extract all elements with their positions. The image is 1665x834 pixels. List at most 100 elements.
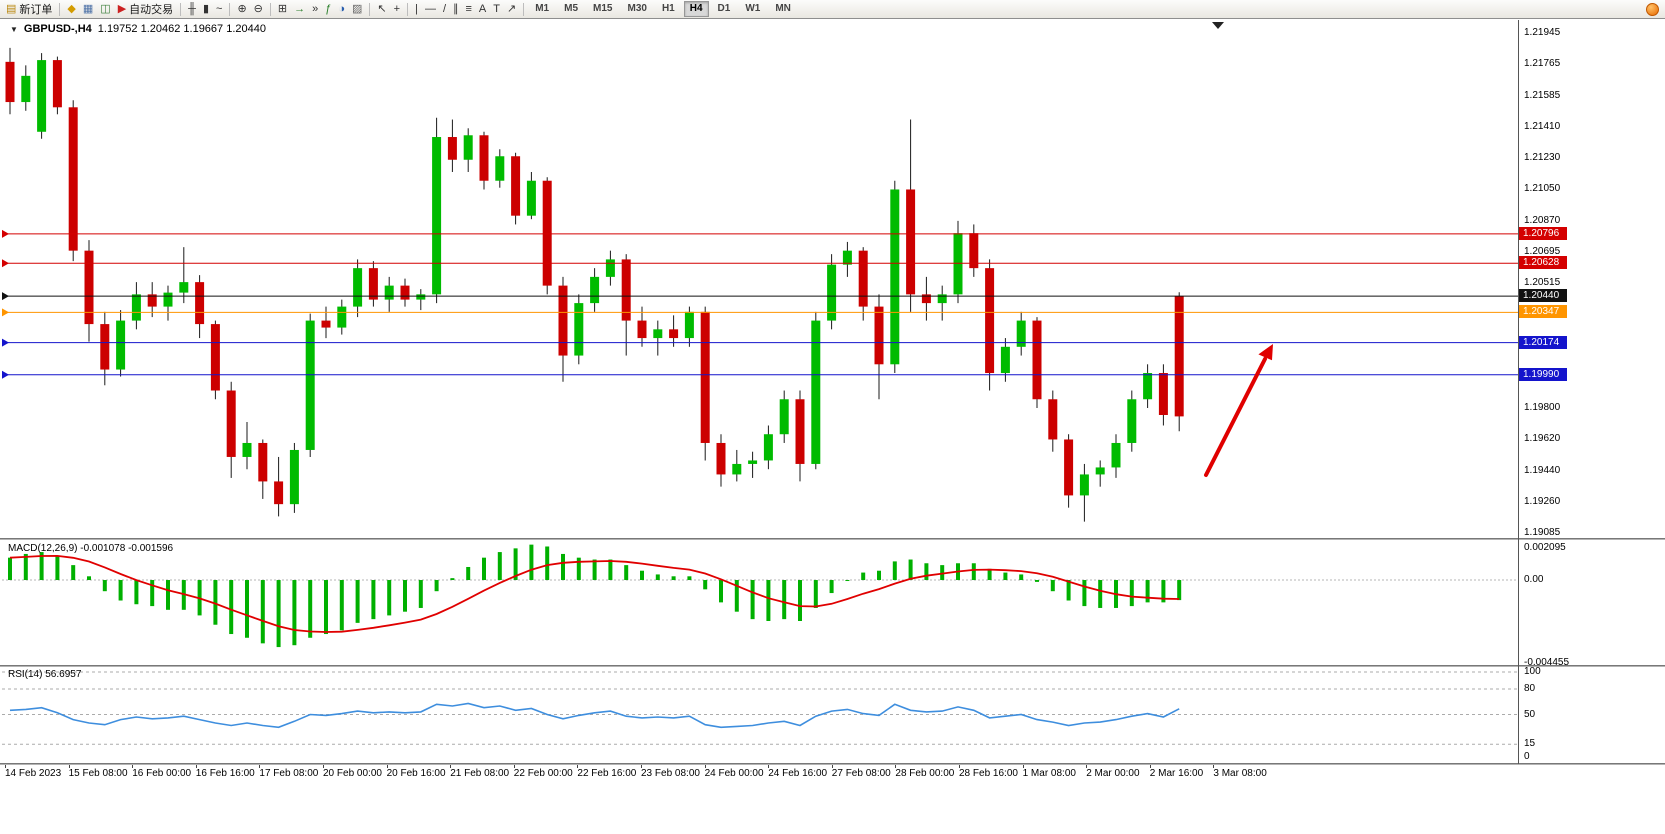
candle[interactable] <box>463 128 473 172</box>
candle[interactable] <box>21 65 31 111</box>
candle[interactable] <box>511 152 521 225</box>
candle[interactable] <box>858 247 868 321</box>
timeframe-M5[interactable]: M5 <box>564 3 579 14</box>
candle[interactable] <box>795 390 805 482</box>
text-label-button[interactable]: T <box>490 1 503 17</box>
auto-trading-button[interactable]: ▶ 自动交易 <box>115 1 176 17</box>
candle[interactable] <box>590 268 600 312</box>
periods-button[interactable]: ◑ <box>335 1 348 17</box>
timeframe-D1[interactable]: D1 <box>717 3 731 14</box>
candle[interactable] <box>732 449 742 482</box>
candle[interactable] <box>416 289 426 311</box>
timeframe-M1[interactable]: M1 <box>535 3 550 14</box>
notification-icon[interactable] <box>1646 3 1659 16</box>
candle[interactable] <box>716 434 726 487</box>
panel-separator[interactable] <box>0 538 1665 540</box>
new-order-button[interactable]: ▤ 新订单 <box>3 1 55 17</box>
chart-shift-button[interactable]: » <box>309 1 321 17</box>
candle[interactable] <box>1032 317 1042 408</box>
candle[interactable] <box>605 250 615 286</box>
macd-panel[interactable] <box>2 541 1518 663</box>
candle[interactable] <box>842 241 852 277</box>
candle[interactable] <box>495 149 505 188</box>
auto-scroll-button[interactable]: → <box>291 1 308 17</box>
candle[interactable] <box>163 285 173 321</box>
candle[interactable] <box>1127 390 1137 452</box>
panel-separator[interactable] <box>0 665 1665 667</box>
candle[interactable] <box>1064 434 1074 508</box>
timeframe-MN[interactable]: MN <box>775 3 791 14</box>
crosshair-button[interactable]: + <box>391 1 403 17</box>
arrows-button[interactable]: ↗ <box>504 1 519 17</box>
candle[interactable] <box>305 313 315 457</box>
candle[interactable] <box>637 306 647 347</box>
indicators-button[interactable]: ƒ <box>322 1 334 17</box>
main-chart-panel[interactable] <box>2 20 1518 538</box>
candle[interactable] <box>479 131 489 190</box>
trendline-button[interactable]: / <box>440 1 449 17</box>
price-axis[interactable]: 1.21945 1.21765 1.21585 1.21410 1.21230 1.210… <box>1519 0 1665 834</box>
candle[interactable] <box>700 306 710 461</box>
candle[interactable] <box>337 299 347 335</box>
candle[interactable] <box>542 177 552 295</box>
candle[interactable] <box>1111 434 1121 478</box>
candle[interactable] <box>874 294 884 400</box>
candle[interactable] <box>274 456 284 517</box>
candle[interactable] <box>1048 390 1058 452</box>
candle[interactable] <box>179 247 189 304</box>
zoom-out-button[interactable]: ⊖ <box>251 1 266 17</box>
fibonacci-button[interactable]: ≡ <box>463 1 475 17</box>
candle[interactable] <box>779 390 789 443</box>
chart-collapse-icon[interactable]: ▼ <box>10 24 18 34</box>
candle[interactable] <box>763 425 773 470</box>
data-window-button[interactable]: ◫ <box>97 1 113 17</box>
candle[interactable] <box>195 275 205 339</box>
tile-windows-button[interactable]: ⊞ <box>275 1 290 17</box>
candle[interactable] <box>289 442 299 513</box>
candle[interactable] <box>242 421 252 470</box>
candle[interactable] <box>368 261 378 307</box>
new-chart-button[interactable]: ◆ <box>64 1 78 17</box>
candle[interactable] <box>384 276 394 312</box>
candle[interactable] <box>226 381 236 478</box>
timeframe-M15[interactable]: M15 <box>593 3 613 14</box>
candle[interactable] <box>100 311 110 386</box>
candle[interactable] <box>906 119 916 312</box>
trend-arrow[interactable] <box>1204 344 1273 477</box>
candle[interactable] <box>1158 364 1168 426</box>
chart-shift-marker[interactable] <box>1212 22 1224 29</box>
candle[interactable] <box>131 282 141 330</box>
time-axis[interactable]: 14 Feb 2023 15 Feb 08:00 16 Feb 00:00 16 Fe… <box>2 765 1518 782</box>
candle[interactable] <box>447 119 457 172</box>
candle[interactable] <box>1095 460 1105 487</box>
candle[interactable] <box>37 53 47 139</box>
candle[interactable] <box>890 180 900 374</box>
candle[interactable] <box>526 171 536 220</box>
candlestick-type-button[interactable]: ▮ <box>200 1 212 17</box>
candle[interactable] <box>669 315 679 347</box>
vertical-line-button[interactable]: | <box>412 1 421 17</box>
candle[interactable] <box>969 224 979 277</box>
timeframe-W1[interactable]: W1 <box>745 3 761 14</box>
candle[interactable] <box>811 311 821 470</box>
candle[interactable] <box>5 47 15 115</box>
timeframe-H1[interactable]: H1 <box>661 3 675 14</box>
candle[interactable] <box>147 282 157 318</box>
candle[interactable] <box>84 240 94 342</box>
candle[interactable] <box>953 220 963 304</box>
cursor-button[interactable]: ↖ <box>374 1 389 17</box>
timeframe-H4[interactable]: H4 <box>683 1 709 17</box>
candle[interactable] <box>653 320 663 356</box>
candle[interactable] <box>353 259 363 318</box>
zoom-in-button[interactable]: ⊕ <box>234 1 249 17</box>
candle[interactable] <box>68 100 78 262</box>
templates-button[interactable]: ▨ <box>349 1 365 17</box>
candle[interactable] <box>321 306 331 339</box>
candle[interactable] <box>52 56 62 115</box>
timeframe-M30[interactable]: M30 <box>627 3 647 14</box>
candle[interactable] <box>827 254 837 330</box>
candle[interactable] <box>258 439 268 499</box>
channel-button[interactable]: ∥ <box>450 1 462 17</box>
candle[interactable] <box>748 451 758 478</box>
candle[interactable] <box>1016 311 1026 356</box>
